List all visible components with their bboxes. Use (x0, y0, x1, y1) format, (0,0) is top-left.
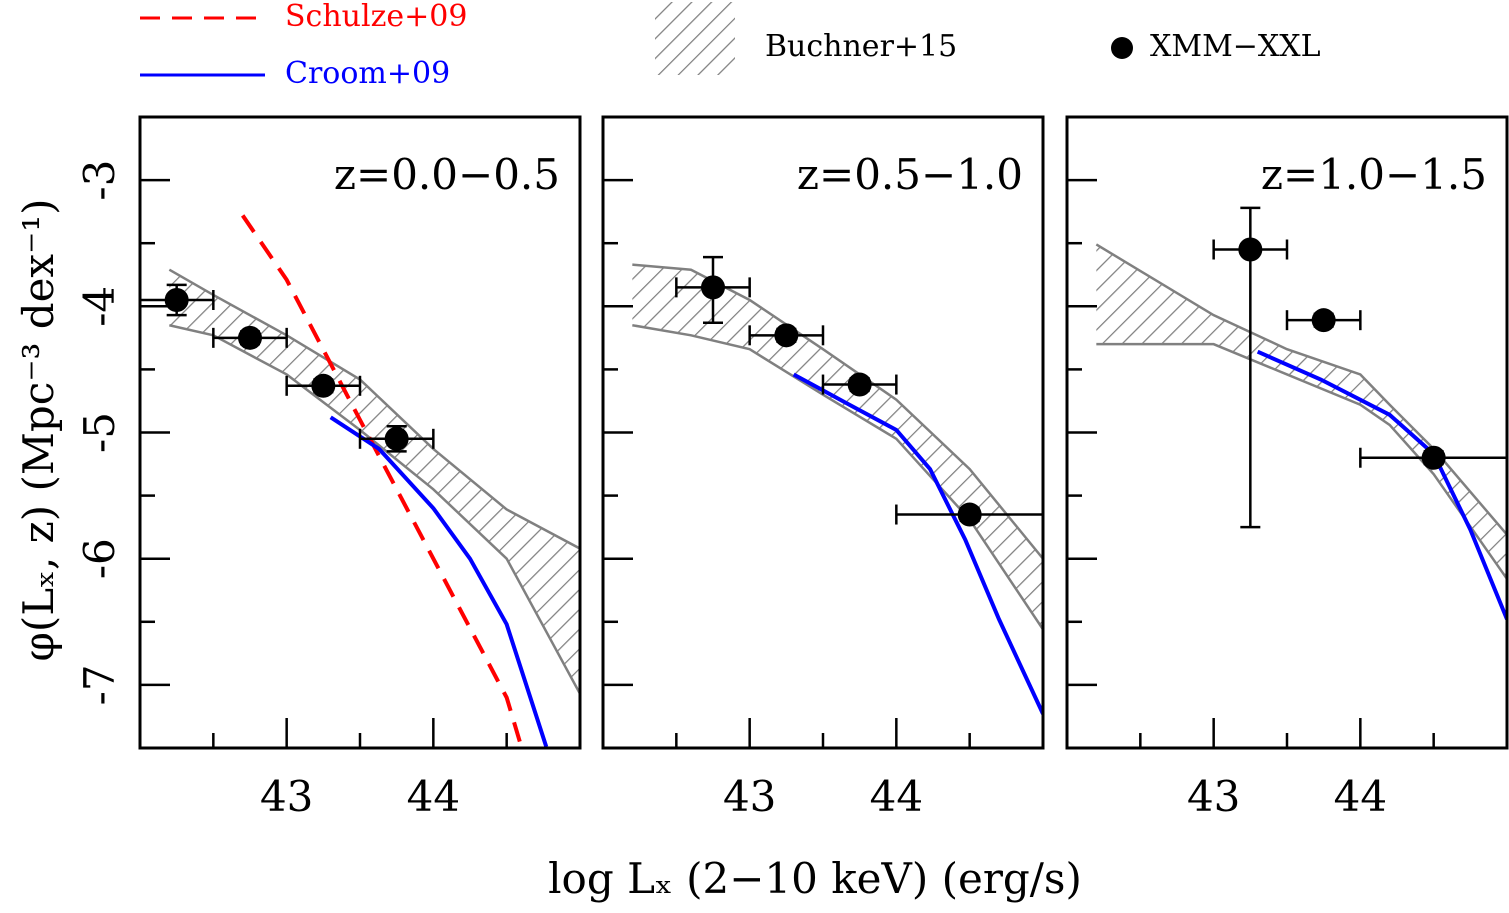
panel-title: z=1.0−1.5 (1261, 150, 1487, 199)
x-tick-label: 44 (870, 772, 923, 821)
plot-area (140, 214, 580, 748)
y-axis-label: φ(Lₓ, z) (Mpc⁻³ dex⁻¹) (14, 198, 63, 661)
band-fill (632, 264, 1043, 630)
y-tick-label: -5 (75, 412, 124, 453)
x-tick-label: 44 (1334, 772, 1387, 821)
panel-title: z=0.0−0.5 (334, 150, 560, 199)
band-edge (1096, 342, 1507, 580)
panel-title: z=0.5−1.0 (797, 150, 1023, 199)
x-tick-label: 43 (1187, 772, 1240, 821)
legend-swatch (655, 2, 735, 75)
curve (792, 372, 1043, 715)
curve (1256, 349, 1507, 621)
y-tick-label: -7 (75, 664, 124, 705)
x-tick-label: 44 (407, 772, 460, 821)
x-tick-label: 43 (260, 772, 313, 821)
panel-frame (601, 115, 1045, 750)
x-axis-label: log Lₓ (2−10 keV) (erg/s) (548, 854, 1082, 903)
band-fill (169, 269, 580, 694)
band-fill (1096, 244, 1507, 579)
legend-label: Croom+09 (285, 56, 450, 91)
data-point (384, 426, 409, 451)
legend-label: XMM−XXL (1150, 29, 1321, 64)
data-point (1238, 237, 1263, 262)
curve (329, 415, 549, 748)
data-point (238, 325, 262, 350)
band-edge (169, 324, 580, 695)
data-point (957, 502, 982, 527)
legend-label: Schulze+09 (285, 0, 467, 34)
data-point (311, 373, 336, 398)
data-point (164, 287, 189, 312)
data-point (1311, 308, 1336, 333)
data-point (774, 323, 799, 348)
plot-area (1095, 206, 1507, 621)
band-edge (632, 263, 1043, 560)
y-tick-label: -4 (75, 286, 124, 327)
panel-frame (1065, 115, 1509, 750)
plot-area (632, 255, 1043, 715)
data-point (701, 275, 725, 300)
x-tick-label: 43 (723, 772, 776, 821)
curve (241, 214, 524, 748)
legend-swatch (1111, 37, 1133, 59)
legend-label: Buchner+15 (765, 29, 957, 64)
y-tick-label: -6 (75, 538, 124, 579)
data-point (1421, 445, 1446, 470)
data-point (847, 372, 872, 397)
y-tick-label: -3 (75, 160, 124, 201)
